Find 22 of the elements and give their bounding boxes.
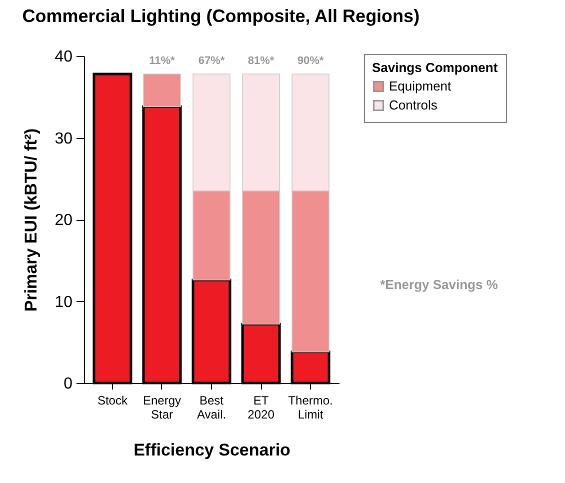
y-axis-title: Primary EUI (kBTU/ ft²) (22, 128, 41, 312)
bar (143, 74, 181, 108)
y-tick-label: 10 (54, 294, 73, 311)
x-tick-label: Stock (97, 394, 128, 408)
x-axis-title: Efficiency Scenario (134, 440, 290, 460)
legend-title: Savings Component (372, 60, 498, 75)
legend-label: Controls (389, 98, 438, 112)
x-tick-label: Energy Star (142, 394, 181, 422)
x-tick-label: Thermo. Limit (288, 394, 333, 422)
y-tick-label: 30 (54, 130, 73, 148)
x-tick-label: ET 2020 (248, 394, 275, 422)
x-tick-label: Best Avail. (196, 394, 226, 422)
legend-label: Equipment (389, 78, 452, 94)
annotation: 81%* (248, 54, 275, 67)
annotation: 90%* (297, 54, 324, 67)
annotation: 11%* (149, 54, 176, 67)
y-tick-label: 0 (64, 376, 73, 392)
annotation: 67%* (198, 54, 226, 67)
y-tick-label: 40 (54, 48, 73, 66)
chart-title: Commercial Lighting (Composite, All Regions) (22, 6, 420, 26)
text: *Energy Savings % (380, 276, 498, 292)
y-tick-label: 20 (54, 212, 73, 229)
